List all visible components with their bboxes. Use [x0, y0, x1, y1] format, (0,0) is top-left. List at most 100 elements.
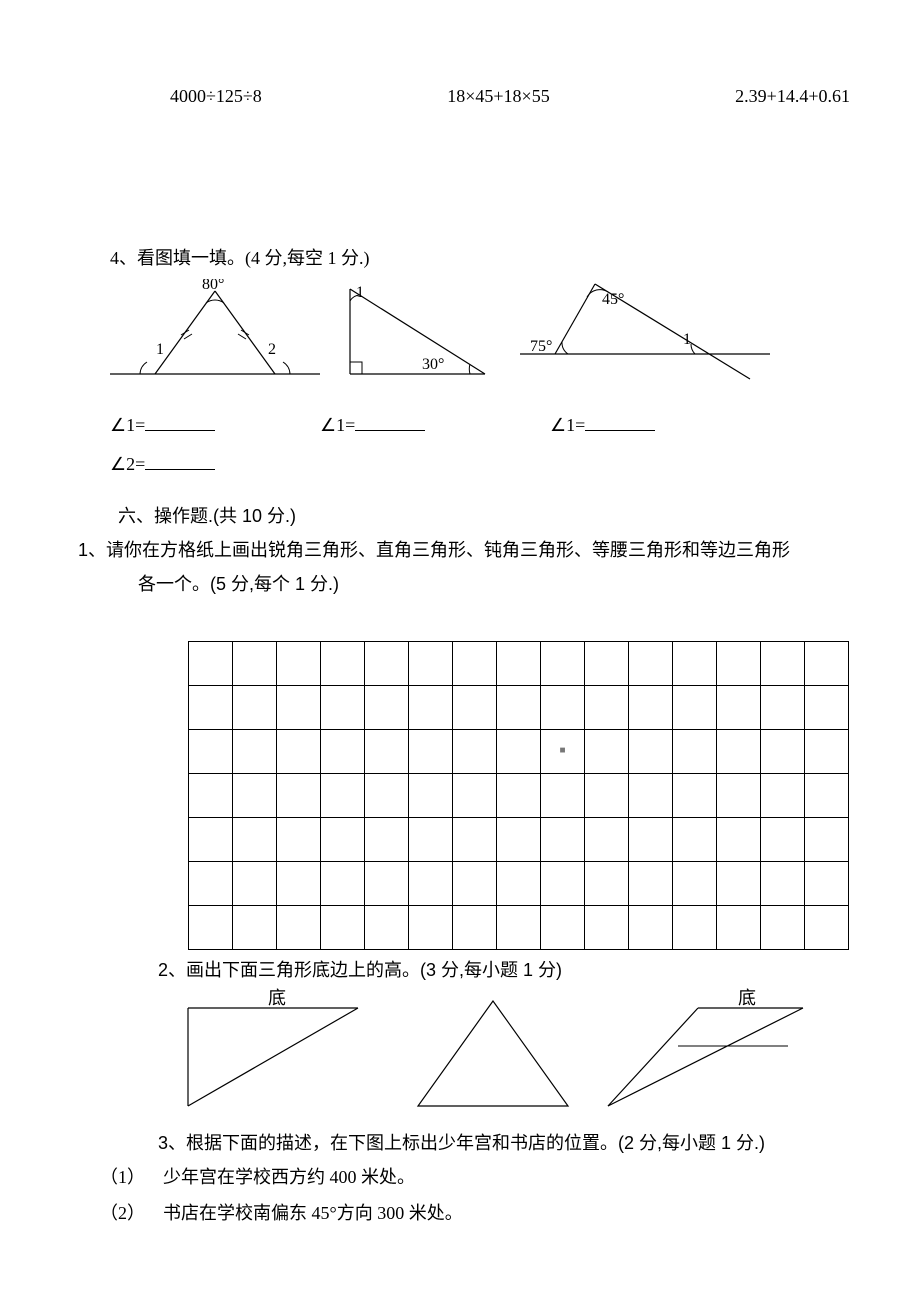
fig2-ans1: ∠1= [320, 415, 355, 435]
grid-cell [629, 685, 673, 729]
q4-answers-row1: ∠1= ∠1= ∠1= [110, 409, 860, 441]
grid-cell [321, 685, 365, 729]
fig2-base-angle: 30° [422, 356, 444, 373]
grid-cell [233, 905, 277, 949]
grid-cell [805, 773, 849, 817]
fig1-right-label: 2 [268, 341, 276, 358]
grid-cell [497, 905, 541, 949]
fig3-ans1: ∠1= [550, 415, 585, 435]
grid-cell [717, 685, 761, 729]
grid-cell [277, 905, 321, 949]
grid-cell [673, 773, 717, 817]
grid-cell [189, 685, 233, 729]
section-6: 六、操作题.(共 10 分.) 1、请你在方格纸上画出锐角三角形、直角三角形、钝… [118, 500, 860, 1159]
grid-cell [277, 641, 321, 685]
grid-cell [717, 729, 761, 773]
grid-cell [497, 729, 541, 773]
grid-cell [277, 773, 321, 817]
grid-cell [673, 729, 717, 773]
grid-cell [409, 641, 453, 685]
grid-cell [365, 861, 409, 905]
grid-cell [409, 729, 453, 773]
grid-cell [585, 905, 629, 949]
grid-cell [585, 685, 629, 729]
grid-cell [409, 773, 453, 817]
expression-row: 4000÷125÷8 18×45+18×55 2.39+14.4+0.61 [170, 80, 850, 112]
grid-cell [497, 773, 541, 817]
q6-3: 3、根据下面的描述，在下图上标出少年宫和书店的位置。(2 分,每小题 1 分.) [158, 1127, 860, 1159]
grid-cell [365, 817, 409, 861]
grid-cell [321, 817, 365, 861]
blank [355, 412, 425, 431]
grid-cell [629, 729, 673, 773]
grid-cell [585, 817, 629, 861]
grid-cell [805, 817, 849, 861]
grid-cell [453, 641, 497, 685]
grid-cell [233, 729, 277, 773]
grid-cell [761, 641, 805, 685]
grid-cell [541, 685, 585, 729]
grid-cell [673, 641, 717, 685]
grid-cell [761, 861, 805, 905]
grid-cell [761, 773, 805, 817]
grid-cell [321, 773, 365, 817]
grid-cell [233, 685, 277, 729]
grid-cell [805, 905, 849, 949]
triangle-c: 底 [588, 986, 818, 1126]
q4-figures: 80° 1 2 1 30° [110, 279, 860, 399]
grid-cell [453, 685, 497, 729]
q4-figure-3: 45° 75° 1 [520, 279, 770, 399]
triangle-b [398, 986, 588, 1126]
grid-cell [409, 905, 453, 949]
grid-cell [585, 729, 629, 773]
triC-base-label: 底 [738, 988, 756, 1008]
grid-cell [189, 817, 233, 861]
grid-cell [409, 861, 453, 905]
grid-cell [585, 641, 629, 685]
grid-cell [673, 905, 717, 949]
q6-1-line1: 1、请你在方格纸上画出锐角三角形、直角三角形、钝角三角形、等腰三角形和等边三角形 [78, 532, 860, 568]
expression-3: 2.39+14.4+0.61 [735, 80, 850, 112]
grid-cell [805, 641, 849, 685]
fig1-ans1: ∠1= [110, 415, 145, 435]
grid-cell [673, 861, 717, 905]
triA-base-label: 底 [268, 988, 286, 1008]
grid-cell [365, 729, 409, 773]
section6-title: 六、操作题.(共 10 分.) [118, 500, 860, 532]
grid-cell [541, 773, 585, 817]
grid-cell [453, 861, 497, 905]
grid-cell [761, 729, 805, 773]
fig1-ans2: ∠2= [110, 454, 145, 474]
grid-cell [629, 817, 673, 861]
grid-cell [717, 773, 761, 817]
grid-cell [189, 905, 233, 949]
grid-cell [629, 905, 673, 949]
triangle-1-svg: 80° 1 2 [110, 279, 320, 389]
grid-cell [321, 729, 365, 773]
grid-cell [365, 685, 409, 729]
page: 4000÷125÷8 18×45+18×55 2.39+14.4+0.61 4、… [0, 0, 920, 1302]
grid-cell [761, 905, 805, 949]
grid-cell [673, 685, 717, 729]
grid-cell [541, 641, 585, 685]
grid-cell [453, 817, 497, 861]
grid-cell [805, 685, 849, 729]
q6-1-line2: 各一个。(5 分,每个 1 分.) [138, 568, 860, 600]
grid-cell [277, 685, 321, 729]
q6-3-sub2: （2） 书店在学校南偏东 45°方向 300 米处。 [100, 1195, 860, 1231]
grid-cell [805, 861, 849, 905]
grid-cell [321, 905, 365, 949]
grid-cell [321, 861, 365, 905]
triangle-2-svg: 1 30° [330, 279, 510, 389]
grid-cell [497, 641, 541, 685]
grid-cell [629, 641, 673, 685]
grid-cell [453, 729, 497, 773]
grid-cell [321, 641, 365, 685]
blank [145, 412, 215, 431]
q4-title: 4、看图填一填。(4 分,每空 1 分.) [110, 242, 860, 274]
triangle-a: 底 [158, 986, 388, 1126]
grid-cell [761, 817, 805, 861]
grid-cell: ■ [541, 729, 585, 773]
grid-cell [673, 817, 717, 861]
fig1-apex-label: 80° [202, 279, 224, 293]
